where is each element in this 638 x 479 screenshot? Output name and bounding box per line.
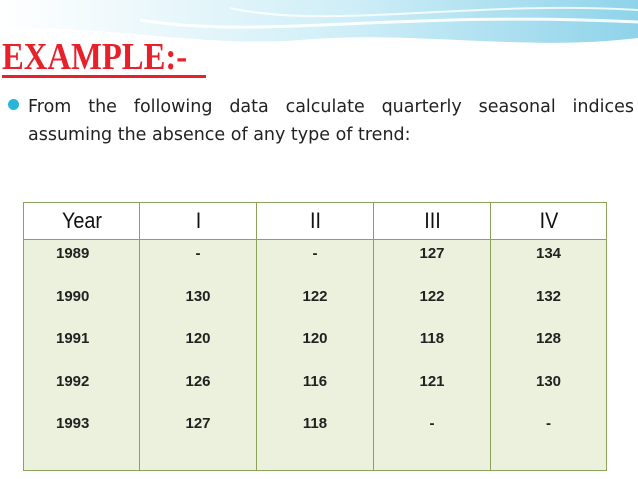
table-cell: 1990 (56, 287, 90, 305)
q1-column: - 130 120 126 127 (139, 239, 257, 471)
table-cell: 122 (419, 287, 445, 305)
table-cell: - (312, 245, 318, 262)
bullet-point: From the following data calculate quarte… (8, 93, 634, 149)
table-cell: 1989 (56, 245, 90, 262)
table-cell: 127 (419, 245, 445, 262)
header-q4: IV (495, 202, 602, 240)
table-cell: 118 (302, 415, 328, 432)
seasonal-data-table: Year I II III IV 1989 1990 1991 1992 199… (23, 202, 607, 471)
slide-title: EXAMPLE:- (2, 36, 188, 78)
title-underline (2, 75, 206, 78)
q4-column: 134 132 128 130 - (490, 239, 607, 471)
table-cell: - (195, 245, 201, 262)
table-cell: 1991 (56, 330, 90, 347)
year-column: 1989 1990 1991 1992 1993 (23, 239, 140, 471)
header-q3: III (378, 202, 486, 240)
table-cell: 1992 (56, 372, 90, 390)
table-cell: 118 (419, 330, 445, 347)
table-cell: 121 (419, 372, 445, 390)
bullet-text: From the following data calculate quarte… (28, 97, 634, 145)
table-cell: 126 (185, 372, 211, 390)
table-cell: 120 (185, 330, 211, 347)
table-cell: 134 (535, 245, 562, 262)
table-header-row: Year I II III IV (24, 202, 607, 240)
table-cell: 128 (535, 330, 562, 347)
table-body-row: 1989 1990 1991 1992 1993 - 130 120 126 1… (23, 239, 607, 471)
table-cell: 1993 (56, 415, 90, 432)
table-cell: 132 (535, 287, 562, 305)
header-q1: I (144, 202, 252, 240)
bullet-dot-icon (8, 99, 19, 110)
table-cell: 120 (302, 330, 328, 347)
table-cell: 122 (302, 287, 328, 305)
table-cell: 130 (185, 287, 211, 305)
header-year: Year (28, 202, 135, 240)
table-cell: 116 (302, 372, 328, 390)
table-cell: - (546, 415, 551, 432)
table-cell: - (429, 415, 435, 432)
q3-column: 127 122 118 121 - (373, 239, 491, 471)
table-cell: 127 (185, 415, 211, 432)
q2-column: - 122 120 116 118 (256, 239, 374, 471)
header-q2: II (261, 202, 369, 240)
table-cell: 130 (535, 372, 562, 390)
header-wave-decoration (0, 0, 638, 43)
